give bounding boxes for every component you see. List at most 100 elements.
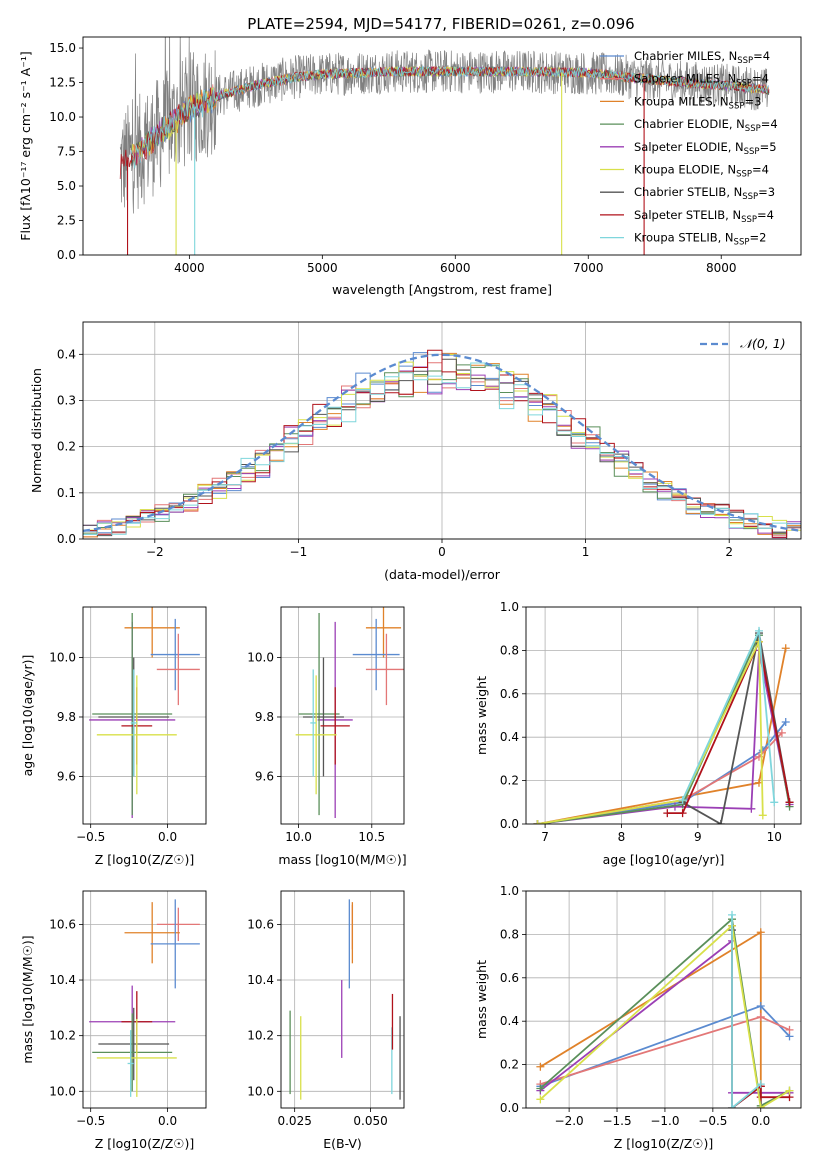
spectrum-ylabel: Flux [fλ10⁻¹⁷ erg cm⁻² s⁻¹ A⁻¹] — [18, 51, 33, 240]
legend-entry-sub: SSP — [744, 147, 760, 157]
weight-series-line — [539, 930, 762, 1108]
weight-vs-age-xtick-label: 8 — [618, 830, 626, 844]
weight-vs-Z-ytick-label: 0.6 — [500, 971, 519, 985]
legend-entry-base: Chabrier ELODIE, N — [634, 117, 745, 131]
legend-entry-base: Salpeter ELODIE, N — [634, 140, 744, 154]
age-vs-Z-frame — [82, 606, 207, 825]
age-vs-Z-xlabel: Z [log10(Z/Z☉)] — [95, 852, 195, 867]
residuals-ylabel: Normed distribution — [29, 368, 44, 493]
weight-vs-age-ytick-label: 0.8 — [500, 643, 519, 657]
mass-vs-EBV-xtick-label: 0.025 — [277, 1114, 311, 1128]
weight-point-marker — [716, 820, 725, 824]
age-vs-mass-frame — [280, 606, 405, 825]
spectrum-ytick-label: 15.0 — [49, 41, 76, 55]
age-vs-Z-ylabel: age [log10(age/yr)] — [20, 655, 35, 777]
age-vs-mass-xlabel: mass [log10(M/M☉)] — [278, 852, 406, 867]
legend-entry-sub: SSP — [736, 79, 752, 89]
legend-entry-tail: =3 — [758, 185, 775, 199]
weight-vs-Z-xlabel: Z [log10(Z/Z☉)] — [614, 1136, 714, 1151]
legend-entry-base: Salpeter STELIB, N — [634, 208, 741, 222]
legend-entry-tail: =5 — [760, 140, 777, 154]
spectrum-ytick-label: 5.0 — [57, 179, 76, 193]
weight-vs-age-xtick-label: 9 — [694, 830, 702, 844]
age-vs-mass-xtick-label: 10.0 — [285, 830, 312, 844]
weight-vs-age-panel: 7 8 9 10 0.0 0.2 0.4 0.6 0.8 1.0 age [log10(age/yr… — [474, 600, 802, 867]
weight-point-marker — [781, 718, 790, 727]
mass-vs-Z-ytick-label: 10.4 — [49, 973, 76, 987]
age-vs-mass-grid — [281, 607, 404, 824]
weight-series-line — [537, 648, 787, 824]
weight-series-line — [537, 721, 787, 824]
weight-series-line — [537, 732, 783, 824]
mass-vs-Z-grid — [83, 891, 206, 1108]
legend-entry: Kroupa MILES, NSSP=3 — [634, 94, 761, 111]
weight-vs-Z-panel: −2.0 −1.5 −1.0 −0.5 0.0 0.0 0.2 0.4 0.6 0.8 1.0 Z [… — [474, 884, 802, 1151]
spectrum-xtick-label: 4000 — [174, 261, 205, 275]
weight-point-marker — [758, 811, 767, 820]
weight-point-marker — [785, 1086, 794, 1095]
residuals-xtick-label: −1 — [290, 545, 308, 559]
mass-vs-EBV-plot-area — [289, 899, 401, 1100]
spectrum-ytick-label: 2.5 — [57, 214, 76, 228]
weight-vs-Z-ytick-label: 0.2 — [500, 1058, 519, 1072]
legend-entry: Salpeter ELODIE, NSSP=5 — [634, 140, 777, 157]
residual-histogram-step — [83, 366, 801, 539]
legend-entry-tail: =4 — [752, 72, 769, 86]
mass-vs-EBV-xtick-label: 0.050 — [353, 1114, 387, 1128]
mass-vs-EBV-ytick-label: 10.2 — [247, 1029, 274, 1043]
weight-point-marker — [678, 796, 687, 805]
weight-vs-age-ytick-label: 0.4 — [500, 730, 519, 744]
weight-vs-Z-frame — [525, 890, 802, 1109]
age-vs-Z-panel: −0.5 0.0 9.6 9.8 10.0 Z [log10(Z/Z☉)] age [log… — [20, 606, 207, 867]
weight-point-marker — [536, 1084, 545, 1093]
weight-point-marker — [785, 798, 794, 807]
legend-entry: Salpeter STELIB, NSSP=4 — [634, 208, 774, 225]
weight-vs-age-xlabel: age [log10(age/yr)] — [603, 852, 725, 867]
mass-vs-Z-frame — [82, 890, 207, 1109]
mass-vs-Z-xtick-label: 0.0 — [158, 1114, 177, 1128]
residuals-frame — [82, 321, 802, 540]
weight-point-marker — [728, 910, 737, 919]
age-vs-mass-ytick-label: 9.6 — [255, 769, 274, 783]
legend-entry-tail: =4 — [761, 117, 778, 131]
weight-vs-age-xtick-label: 7 — [541, 830, 549, 844]
weight-point-marker — [785, 1025, 794, 1034]
weight-vs-Z-ylabel: mass weight — [474, 960, 489, 1039]
age-vs-mass-ytick-label: 10.0 — [247, 651, 274, 665]
spectrum-xtick-label: 6000 — [440, 261, 471, 275]
legend-entry-tail: =4 — [753, 49, 770, 63]
residuals-panel: −2 −1 0 1 2 0.0 0.1 0.2 0.3 0.4 (data-model)/error… — [29, 321, 802, 582]
legend-entry-sub: SSP — [741, 215, 757, 225]
weight-vs-age-ytick-label: 0.2 — [500, 774, 519, 788]
weight-vs-age-ytick-label: 0.0 — [500, 817, 519, 831]
weight-vs-age-plot-area — [533, 626, 794, 824]
weight-vs-Z-ytick-label: 0.8 — [500, 927, 519, 941]
mass-vs-EBV-xlabel: E(B-V) — [323, 1136, 362, 1151]
spectrum-ytick-label: 12.5 — [49, 76, 76, 90]
weight-series-line — [539, 923, 790, 1108]
legend-entry: Kroupa STELIB, NSSP=2 — [634, 231, 766, 248]
weight-point-marker — [756, 1093, 765, 1102]
mass-vs-Z-xtick-label: −0.5 — [76, 1114, 105, 1128]
legend-entry: Chabrier ELODIE, NSSP=4 — [634, 117, 778, 134]
mass-vs-EBV-grid — [281, 891, 404, 1108]
weight-vs-Z-xtick-label: −2.0 — [555, 1114, 584, 1128]
figure-title: PLATE=2594, MJD=54177, FIBERID=0261, z=0… — [247, 15, 634, 33]
residuals-ytick-label: 0.0 — [57, 532, 76, 546]
residual-histogram-step — [83, 362, 801, 535]
mass-vs-Z-xlabel: Z [log10(Z/Z☉)] — [95, 1136, 195, 1151]
spectrum-xtick-label: 7000 — [573, 261, 604, 275]
mass-vs-EBV-panel: 0.025 0.050 10.0 10.2 10.4 10.6 E(B-V) — [247, 890, 405, 1151]
weight-series-line — [731, 914, 762, 1108]
residuals-xtick-label: −2 — [146, 545, 164, 559]
weight-vs-Z-plot-area — [536, 910, 794, 1108]
residuals-xlabel: (data-model)/error — [384, 567, 501, 582]
weight-point-marker — [678, 809, 687, 818]
weight-vs-Z-ytick-label: 0.0 — [500, 1101, 519, 1115]
age-vs-Z-plot-area — [89, 607, 200, 819]
legend-entry: 𝒩(0, 1) — [740, 336, 786, 351]
spectrum-xtick-label: 8000 — [706, 261, 737, 275]
mass-vs-EBV-frame — [280, 890, 405, 1109]
